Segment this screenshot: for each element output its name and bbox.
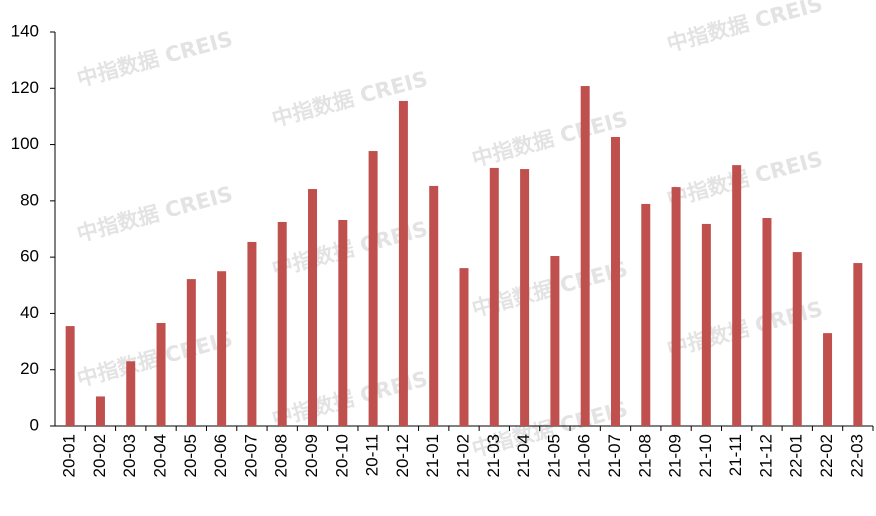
bar	[732, 165, 742, 426]
watermark: 中指数据 CREIS	[74, 182, 235, 247]
y-tick-label: 60	[20, 247, 39, 266]
bar	[520, 169, 530, 426]
x-tick-label: 21-12	[756, 434, 775, 477]
watermark: 中指数据 CREIS	[664, 0, 825, 56]
x-tick-label: 21-05	[544, 434, 563, 477]
x-tick-label: 22-02	[817, 434, 836, 477]
x-tick-label: 21-01	[423, 434, 442, 477]
bar	[429, 185, 439, 426]
y-tick-label: 140	[11, 21, 39, 40]
bar	[308, 189, 318, 426]
bar	[792, 252, 802, 426]
x-tick-label: 20-05	[181, 434, 200, 477]
bar	[550, 256, 560, 426]
bar	[95, 396, 105, 426]
x-tick-label: 21-08	[635, 434, 654, 477]
bar	[459, 268, 469, 426]
x-tick-label: 21-09	[666, 434, 685, 477]
x-tick-label: 20-01	[60, 434, 79, 477]
y-tick-label: 0	[30, 415, 39, 434]
bar	[580, 86, 590, 426]
x-tick-label: 20-07	[241, 434, 260, 477]
bar	[368, 151, 378, 426]
bar	[762, 218, 772, 426]
x-tick-label: 20-06	[211, 434, 230, 477]
x-tick-label: 21-03	[484, 434, 503, 477]
bar	[247, 241, 257, 426]
bar	[156, 322, 166, 426]
x-tick-label: 21-02	[453, 434, 472, 477]
y-tick-label: 20	[20, 359, 39, 378]
y-tick-label: 40	[20, 303, 39, 322]
bar	[126, 361, 136, 426]
watermark: 中指数据 CREIS	[664, 147, 825, 212]
x-tick-label: 21-10	[696, 434, 715, 477]
x-tick-label: 20-09	[302, 434, 321, 477]
bar	[610, 136, 620, 427]
bar	[701, 223, 711, 426]
x-tick-label: 21-06	[575, 434, 594, 477]
watermark: 中指数据 CREIS	[74, 27, 235, 92]
bar	[65, 326, 75, 426]
bar	[186, 279, 196, 426]
x-tick-label: 20-08	[272, 434, 291, 477]
watermark: 中指数据 CREIS	[469, 107, 630, 172]
x-tick-label: 20-10	[332, 434, 351, 477]
bar	[489, 167, 499, 426]
x-tick-label: 20-11	[363, 434, 382, 476]
bar	[853, 263, 863, 426]
bar	[217, 271, 227, 426]
x-tick-label: 21-04	[514, 434, 533, 477]
y-tick-label: 100	[11, 134, 39, 153]
watermark: 中指数据 CREIS	[74, 327, 235, 392]
x-tick-label: 22-03	[847, 434, 866, 477]
bar	[671, 187, 681, 426]
bar	[641, 203, 651, 426]
x-tick-label: 20-02	[90, 434, 109, 477]
bar	[398, 100, 408, 426]
x-tick-label: 20-03	[120, 434, 139, 477]
bar	[823, 333, 833, 426]
y-tick-label: 120	[11, 78, 39, 97]
x-tick-label: 22-01	[787, 434, 806, 477]
y-tick-label: 80	[20, 190, 39, 209]
bar	[277, 221, 287, 426]
x-tick-label: 20-12	[393, 434, 412, 477]
bar	[338, 219, 348, 426]
x-tick-label: 21-11	[726, 434, 745, 476]
x-tick-label: 21-07	[605, 434, 624, 477]
x-tick-label: 20-04	[151, 434, 170, 477]
